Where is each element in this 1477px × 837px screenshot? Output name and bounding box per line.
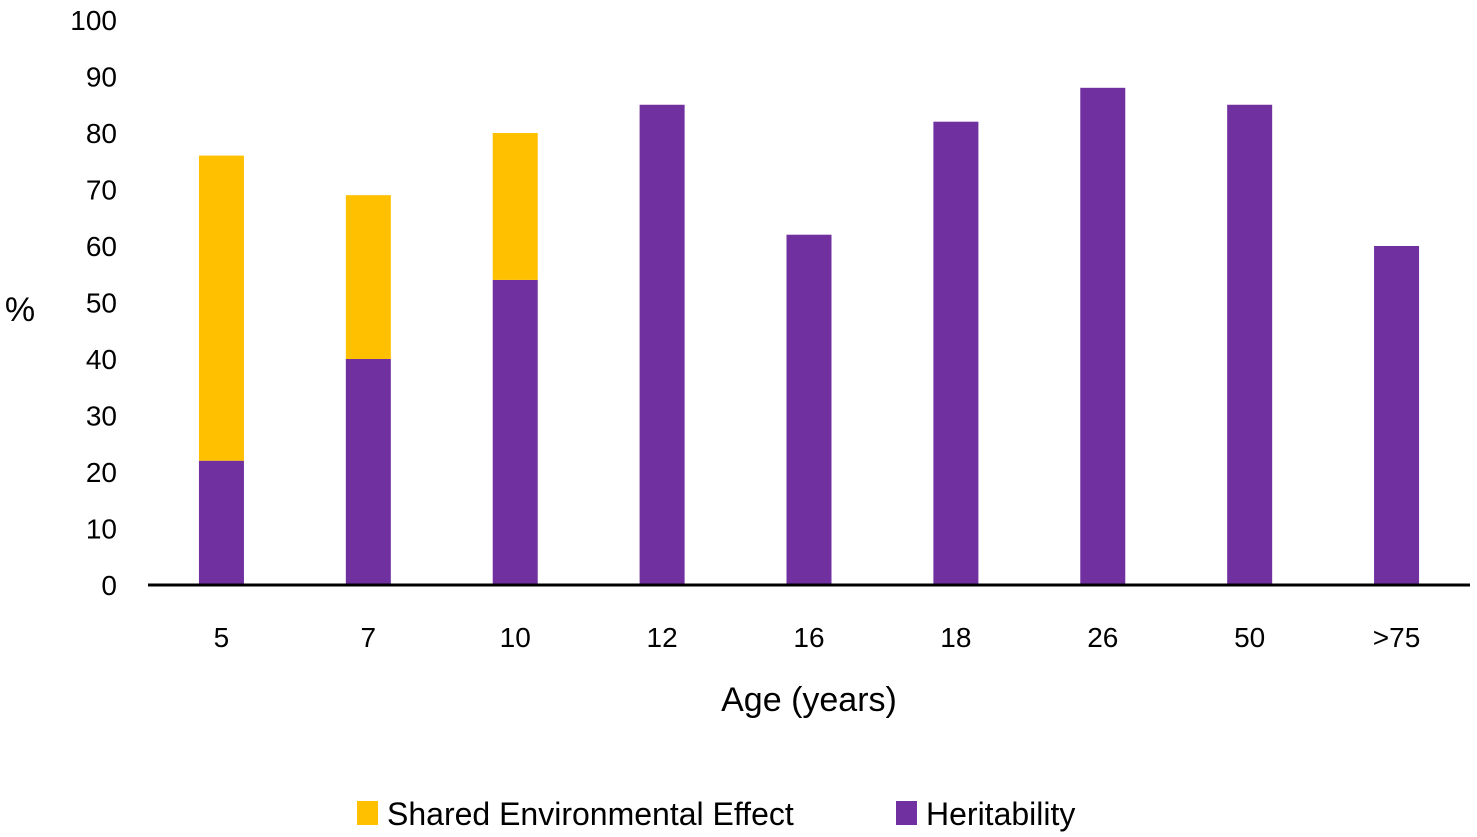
legend-swatch — [896, 801, 917, 825]
x-tick-label: 5 — [214, 622, 230, 653]
bar-heritability-26 — [1080, 87, 1126, 586]
y-tick-label: 0 — [101, 570, 117, 601]
y-tick-label: 100 — [70, 5, 117, 36]
legend: Shared Environmental Effect Heritability — [357, 796, 1075, 832]
y-axis-ticks: 0 10 20 30 40 50 60 70 80 90 100 — [70, 5, 117, 601]
y-tick-label: 50 — [86, 288, 117, 319]
bar-heritability-10 — [492, 279, 538, 585]
bar-shared-environmental-effect-7 — [345, 195, 391, 359]
bars — [198, 87, 1420, 586]
y-tick-label: 30 — [86, 401, 117, 432]
x-tick-label: 12 — [647, 622, 678, 653]
x-tick-label: 7 — [361, 622, 377, 653]
bar-heritability-16 — [786, 234, 832, 585]
bar-heritability-5 — [198, 460, 244, 585]
bar-heritability-75 — [1374, 246, 1420, 585]
y-tick-label: 60 — [86, 231, 117, 262]
legend-swatch — [357, 801, 378, 825]
x-tick-label: 50 — [1234, 622, 1265, 653]
y-tick-label: 70 — [86, 175, 117, 206]
y-tick-label: 80 — [86, 118, 117, 149]
x-tick-label: 16 — [793, 622, 824, 653]
bar-heritability-7 — [345, 359, 391, 585]
y-tick-label: 10 — [86, 514, 117, 545]
x-tick-label: 26 — [1087, 622, 1118, 653]
bar-heritability-12 — [639, 104, 685, 585]
y-tick-label: 90 — [86, 62, 117, 93]
y-axis-title: % — [5, 291, 35, 329]
x-tick-label: 18 — [940, 622, 971, 653]
x-axis-title: Age (years) — [721, 681, 897, 719]
legend-label: Shared Environmental Effect — [387, 796, 794, 832]
x-axis-ticks: 5 7 10 12 16 18 26 50 >75 — [214, 622, 1421, 653]
bar-heritability-50 — [1227, 104, 1273, 585]
x-tick-label: >75 — [1373, 622, 1421, 653]
y-tick-label: 20 — [86, 457, 117, 488]
legend-label: Heritability — [926, 796, 1075, 832]
bar-heritability-18 — [933, 121, 979, 585]
y-tick-label: 40 — [86, 344, 117, 375]
bar-shared-environmental-effect-5 — [198, 155, 244, 461]
x-tick-label: 10 — [500, 622, 531, 653]
bar-shared-environmental-effect-10 — [492, 133, 538, 280]
